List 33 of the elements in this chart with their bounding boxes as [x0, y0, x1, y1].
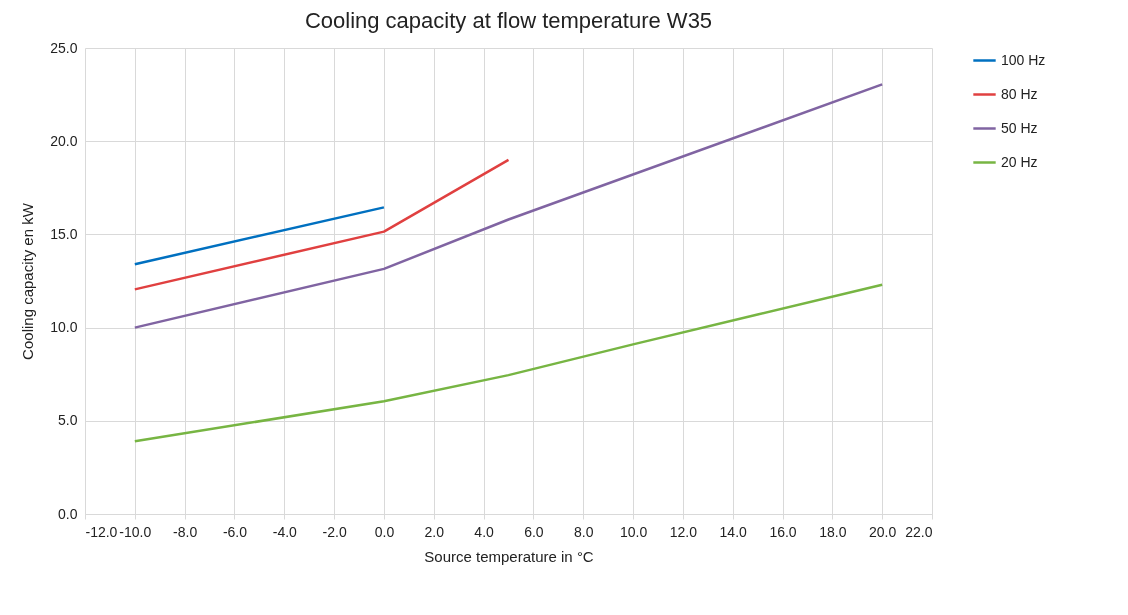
x-tick-label: 10.0	[619, 523, 648, 540]
x-tick-label: 8.0	[574, 523, 594, 540]
y-tick-label: 25.0	[50, 39, 78, 56]
x-tick-label: 6.0	[524, 523, 544, 540]
legend-label: 100 Hz	[1001, 51, 1046, 68]
y-tick-label: 0.0	[58, 505, 78, 522]
x-tick-label: -4.0	[272, 523, 298, 540]
y-tick-label: 15.0	[50, 225, 78, 242]
x-tick-label: -8.0	[173, 523, 198, 540]
x-tick-label: 12.0	[669, 523, 698, 540]
y-tick-label: 20.0	[50, 132, 78, 149]
chart-title: Cooling capacity at flow temperature W35	[304, 8, 713, 33]
y-tick-label: 5.0	[58, 412, 78, 429]
x-tick-label: 18.0	[819, 523, 847, 540]
x-tick-label: 0.0	[374, 523, 395, 540]
x-tick-label: -12.0	[85, 523, 118, 540]
x-tick-label: 22.0	[905, 523, 933, 540]
x-tick-label: 14.0	[719, 523, 748, 540]
x-tick-label: -2.0	[322, 523, 347, 540]
line-series	[133, 83, 884, 329]
y-axis-title: Cooling capacity en kW	[19, 202, 37, 360]
x-tick-label: 16.0	[769, 523, 797, 540]
x-tick-label: -10.0	[119, 523, 152, 540]
legend-label: 80 Hz	[1001, 85, 1038, 102]
x-tick-label: -6.0	[222, 523, 248, 540]
legend-label: 50 Hz	[1001, 119, 1038, 136]
legend-label: 20 Hz	[1001, 153, 1038, 170]
x-axis-title: Source temperature in °C	[424, 547, 594, 565]
y-tick-label: 10.0	[50, 319, 78, 336]
x-tick-label: 20.0	[869, 523, 897, 540]
x-tick-label: 2.0	[424, 523, 445, 540]
line-series	[133, 283, 884, 443]
x-tick-label: 4.0	[474, 523, 495, 540]
